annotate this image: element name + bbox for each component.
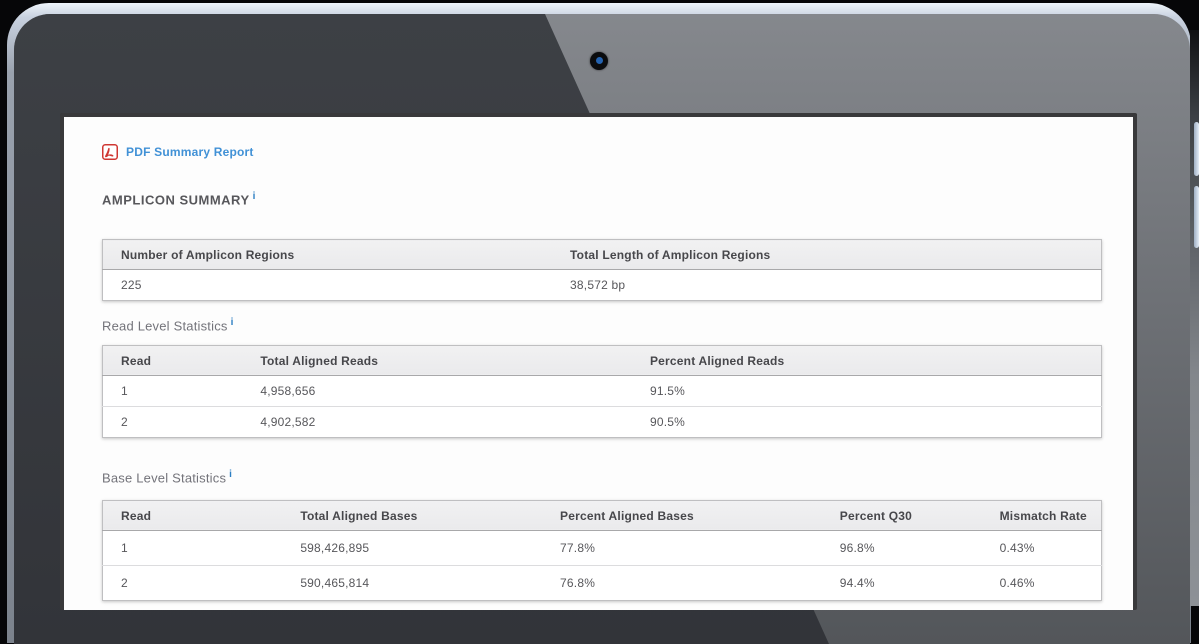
column-header: Percent Aligned Bases bbox=[542, 500, 822, 531]
table-cell: 91.5% bbox=[631, 374, 1102, 407]
table-cell: 2 bbox=[102, 405, 243, 438]
table-row: 1 4,958,656 91.5% bbox=[102, 374, 1102, 407]
table-header-row: Number of Amplicon Regions Total Length … bbox=[102, 239, 1102, 271]
base-level-statistics-label: Base Level Statistics i bbox=[102, 469, 1103, 485]
volume-up-button bbox=[1194, 122, 1199, 176]
read-level-statistics-label: Read Level Statistics i bbox=[102, 317, 1103, 333]
column-header: Percent Aligned Reads bbox=[631, 345, 1102, 376]
column-header: Number of Amplicon Regions bbox=[102, 239, 553, 271]
page-background: { "toolbar": { "pdf_link_label": "PDF Su… bbox=[7, 3, 1199, 644]
table-cell: 1 bbox=[102, 374, 243, 407]
table-header-row: Read Total Aligned Bases Percent Aligned… bbox=[102, 500, 1102, 531]
table-cell: 225 bbox=[102, 269, 553, 301]
table-cell: 0.46% bbox=[981, 564, 1102, 601]
table-cell: 38,572 bp bbox=[552, 269, 1102, 301]
page-title: AMPLICON SUMMARY i bbox=[102, 191, 1103, 207]
section-label-text: Read Level Statistics bbox=[102, 318, 228, 334]
tablet-side-strip bbox=[1190, 30, 1199, 606]
table-cell: 598,426,895 bbox=[282, 529, 543, 566]
front-camera-icon bbox=[590, 52, 608, 70]
table-cell: 96.8% bbox=[821, 529, 982, 566]
table-cell: 76.8% bbox=[542, 564, 822, 601]
info-icon[interactable]: i bbox=[252, 191, 256, 202]
info-icon[interactable]: i bbox=[229, 468, 233, 480]
info-icon[interactable]: i bbox=[230, 317, 234, 329]
read-level-statistics-table: Read Total Aligned Reads Percent Aligned… bbox=[102, 344, 1102, 438]
column-header: Read bbox=[102, 500, 283, 531]
table-cell: 4,902,582 bbox=[242, 405, 632, 438]
page-title-text: AMPLICON SUMMARY bbox=[102, 192, 250, 208]
table-row: 225 38,572 bp bbox=[102, 269, 1102, 301]
column-header: Percent Q30 bbox=[821, 500, 982, 531]
volume-down-button bbox=[1194, 186, 1199, 248]
table-cell: 2 bbox=[102, 564, 283, 601]
table-row: 2 590,465,814 76.8% 94.4% 0.46% bbox=[102, 564, 1102, 601]
table-cell: 1 bbox=[102, 529, 283, 566]
pdf-report-row: PDF Summary Report bbox=[102, 144, 1103, 160]
table-cell: 4,958,656 bbox=[242, 374, 632, 407]
column-header: Read bbox=[102, 345, 243, 376]
column-header: Mismatch Rate bbox=[981, 500, 1102, 531]
pdf-summary-report-link[interactable]: PDF Summary Report bbox=[126, 145, 254, 159]
table-cell: 590,465,814 bbox=[282, 564, 543, 601]
report-page: PDF Summary Report AMPLICON SUMMARY i Num… bbox=[64, 117, 1133, 621]
table-cell: 94.4% bbox=[821, 564, 982, 601]
table-header-row: Read Total Aligned Reads Percent Aligned… bbox=[102, 345, 1102, 376]
table-row: 1 598,426,895 77.8% 96.8% 0.43% bbox=[102, 529, 1102, 566]
base-level-statistics-table: Read Total Aligned Bases Percent Aligned… bbox=[102, 499, 1102, 601]
section-label-text: Base Level Statistics bbox=[102, 469, 227, 485]
column-header: Total Aligned Reads bbox=[242, 345, 632, 376]
table-cell: 90.5% bbox=[631, 405, 1102, 438]
tablet-screen: PDF Summary Report AMPLICON SUMMARY i Num… bbox=[60, 113, 1137, 610]
pdf-file-icon bbox=[102, 144, 118, 160]
camera-lens bbox=[595, 57, 603, 64]
table-cell: 77.8% bbox=[542, 529, 822, 566]
amplicon-summary-table: Number of Amplicon Regions Total Length … bbox=[102, 239, 1102, 302]
column-header: Total Aligned Bases bbox=[282, 500, 543, 531]
table-row: 2 4,902,582 90.5% bbox=[102, 405, 1102, 438]
column-header: Total Length of Amplicon Regions bbox=[552, 239, 1102, 271]
table-cell: 0.43% bbox=[981, 529, 1102, 566]
